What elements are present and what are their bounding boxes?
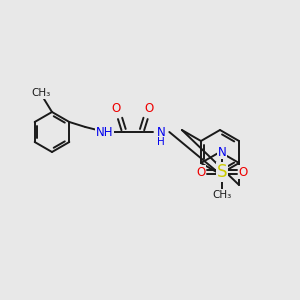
Text: NH: NH	[96, 125, 113, 139]
Text: O: O	[196, 166, 206, 178]
Text: S: S	[217, 163, 227, 181]
Text: N: N	[157, 125, 166, 139]
Text: CH₃: CH₃	[32, 88, 51, 98]
Text: O: O	[145, 103, 154, 116]
Text: O: O	[238, 166, 247, 178]
Text: O: O	[112, 103, 121, 116]
Text: H: H	[158, 137, 165, 147]
Text: CH₃: CH₃	[212, 190, 232, 200]
Text: N: N	[218, 146, 226, 158]
